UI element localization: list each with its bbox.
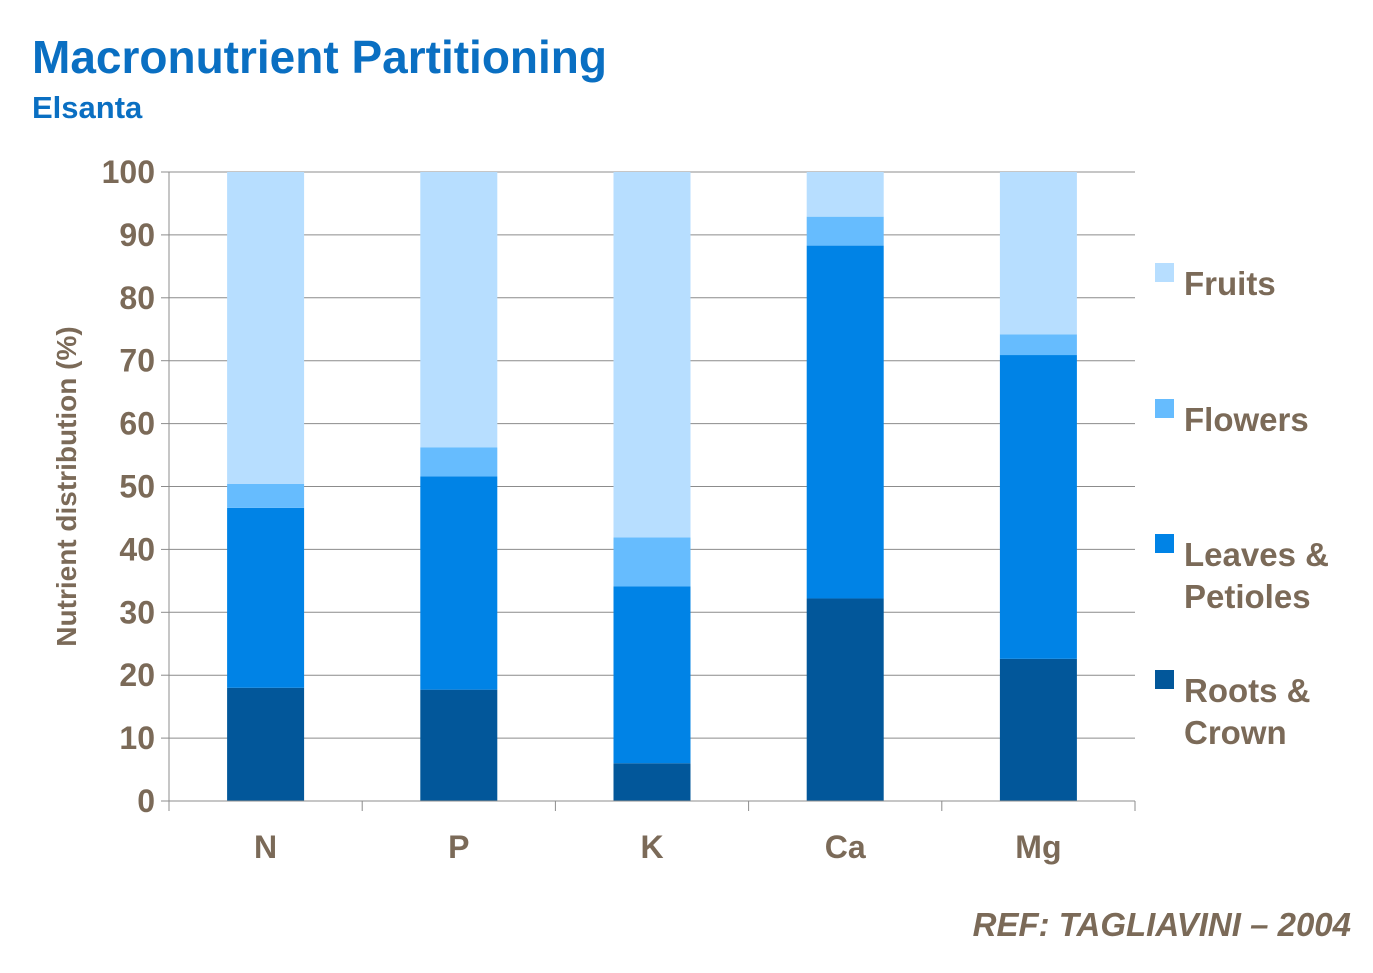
x-tick-label: P xyxy=(448,829,469,865)
legend-label: Crown xyxy=(1184,714,1287,751)
legend-swatch xyxy=(1155,670,1174,689)
x-tick-label: Ca xyxy=(825,829,866,865)
bar-segment xyxy=(613,586,691,764)
bar-segment xyxy=(227,687,305,801)
legend-label: Roots & xyxy=(1184,672,1311,709)
legend-label: Fruits xyxy=(1184,265,1276,302)
chart-subtitle: Elsanta xyxy=(32,90,143,125)
bar-segment xyxy=(227,172,305,484)
bar-segment xyxy=(420,476,498,690)
legend-swatch xyxy=(1155,399,1174,418)
bar-segment xyxy=(420,689,498,801)
bar-segment xyxy=(613,537,691,587)
y-tick-label: 60 xyxy=(119,406,155,442)
y-tick-label: 90 xyxy=(119,217,155,253)
legend-swatch xyxy=(1155,263,1174,282)
bar-segment xyxy=(806,245,884,599)
bar-segment xyxy=(613,172,691,538)
bar-segment xyxy=(999,172,1077,335)
legend-label: Flowers xyxy=(1184,401,1309,438)
bar-segment xyxy=(420,447,498,477)
bar-segment xyxy=(806,216,884,246)
bar-segment xyxy=(806,598,884,801)
bar-segment xyxy=(806,172,884,217)
y-tick-label: 100 xyxy=(102,154,155,190)
bar-segment xyxy=(999,355,1077,659)
bar-segment xyxy=(420,172,498,448)
y-tick-label: 70 xyxy=(119,343,155,379)
bar-segment xyxy=(999,334,1077,356)
y-tick-label: 50 xyxy=(119,469,155,505)
x-tick-label: N xyxy=(254,829,277,865)
y-axis-label: Nutrient distribution (%) xyxy=(51,326,82,646)
chart-title: Macronutrient Partitioning xyxy=(32,31,607,83)
legend-label: Petioles xyxy=(1184,578,1311,615)
y-tick-label: 40 xyxy=(119,531,155,567)
bar-segment xyxy=(613,763,691,801)
y-tick-label: 0 xyxy=(137,783,155,819)
bar-segment xyxy=(999,658,1077,801)
legend-label: Leaves & xyxy=(1184,536,1329,573)
legend-swatch xyxy=(1155,534,1174,553)
y-tick-label: 20 xyxy=(119,657,155,693)
y-tick-label: 30 xyxy=(119,594,155,630)
y-tick-label: 10 xyxy=(119,720,155,756)
bar-segment xyxy=(227,483,305,508)
x-tick-label: Mg xyxy=(1015,829,1061,865)
bar-segment xyxy=(227,507,305,688)
x-tick-label: K xyxy=(640,829,663,865)
reference-citation: REF: TAGLIAVINI – 2004 xyxy=(972,906,1351,943)
y-tick-label: 80 xyxy=(119,280,155,316)
